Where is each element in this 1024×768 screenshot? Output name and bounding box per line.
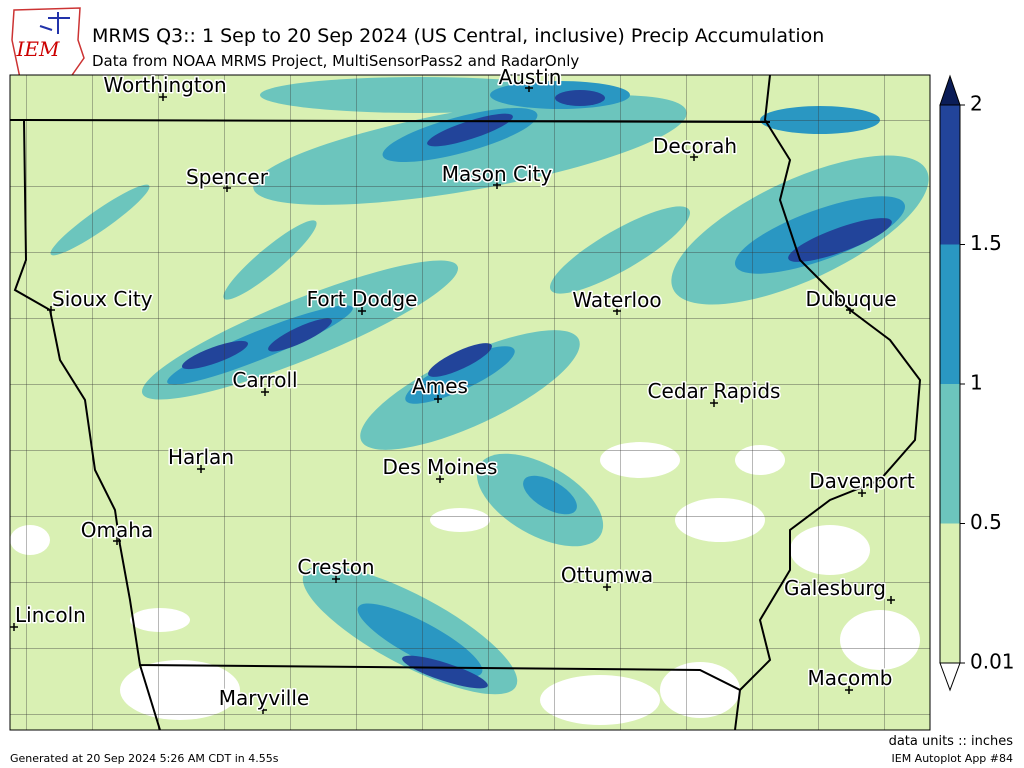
colorbar-over — [939, 74, 961, 106]
city-marker — [845, 686, 853, 694]
city-label: Macomb — [808, 666, 893, 690]
subtitle: Data from NOAA MRMS Project, MultiSensor… — [92, 52, 579, 70]
colorbar: 0.01 0.5 1 1.5 2 — [939, 74, 1015, 692]
colorbar-segment — [940, 244, 960, 384]
city-label: Des Moines — [383, 455, 498, 479]
city-label: Mason City — [442, 162, 553, 186]
city-label: Austin — [499, 65, 562, 89]
logo: IEM — [11, 7, 85, 79]
units: data units :: inches — [889, 734, 1014, 749]
logo-text: IEM — [16, 37, 61, 61]
colorbar-tick-label: 2 — [970, 92, 983, 116]
city-label: Harlan — [168, 445, 234, 469]
city-label: Waterloo — [572, 288, 661, 312]
city-marker — [525, 84, 533, 92]
state-borders — [10, 75, 922, 730]
app-label: IEM Autoplot App #84 — [892, 752, 1014, 765]
city-marker — [113, 537, 121, 545]
city-marker — [710, 399, 718, 407]
city-label: Spencer — [186, 165, 269, 189]
map-frame — [9, 74, 931, 731]
city-marker — [159, 93, 167, 101]
city-marker — [436, 475, 444, 483]
city-marker — [493, 181, 501, 189]
city-marker — [47, 306, 55, 314]
city-label: Carroll — [232, 368, 297, 392]
map — [10, 75, 930, 730]
city-label: Ames — [412, 374, 468, 398]
city-label: Galesburg — [784, 576, 886, 600]
city-label: Fort Dodge — [307, 287, 418, 311]
city-marker — [603, 583, 611, 591]
city-marker — [332, 575, 340, 583]
city-marker — [261, 388, 269, 396]
colorbar-segment — [940, 523, 960, 663]
city-marker — [613, 307, 621, 315]
cities: Worthington Austin Spencer Mason City Decora… — [10, 64, 916, 714]
city-label: Lincoln — [15, 603, 86, 627]
city-marker — [358, 307, 366, 315]
city-label: Dubuque — [805, 287, 896, 311]
colorbar-tick-label: 1 — [970, 371, 983, 395]
city-marker — [259, 706, 267, 714]
city-label: Cedar Rapids — [648, 379, 781, 403]
colorbar-segment — [940, 384, 960, 524]
city-label: Sioux City — [52, 287, 153, 311]
city-marker — [223, 184, 231, 192]
title: MRMS Q3:: 1 Sep to 20 Sep 2024 (US Centr… — [92, 25, 824, 47]
colorbar-tick-label: 0.5 — [970, 510, 1002, 534]
city-label: Davenport — [809, 469, 915, 493]
city-label: Worthington — [103, 73, 226, 97]
colorbar-tick-label: 0.01 — [970, 650, 1015, 674]
colorbar-segment — [940, 105, 960, 245]
generated: Generated at 20 Sep 2024 5:26 AM CDT in … — [10, 752, 279, 765]
city-label: Omaha — [81, 518, 153, 542]
city-marker — [10, 623, 18, 631]
city-marker — [690, 153, 698, 161]
city-marker — [434, 395, 442, 403]
city-marker — [887, 596, 895, 604]
city-label: Decorah — [653, 134, 737, 158]
city-marker — [846, 306, 854, 314]
city-marker — [858, 489, 866, 497]
city-label: Ottumwa — [561, 563, 653, 587]
colorbar-tick-label: 1.5 — [970, 231, 1002, 255]
city-label: Creston — [297, 555, 374, 579]
city-marker — [197, 465, 205, 473]
city-label: Maryville — [219, 686, 309, 710]
colorbar-under — [939, 662, 961, 692]
